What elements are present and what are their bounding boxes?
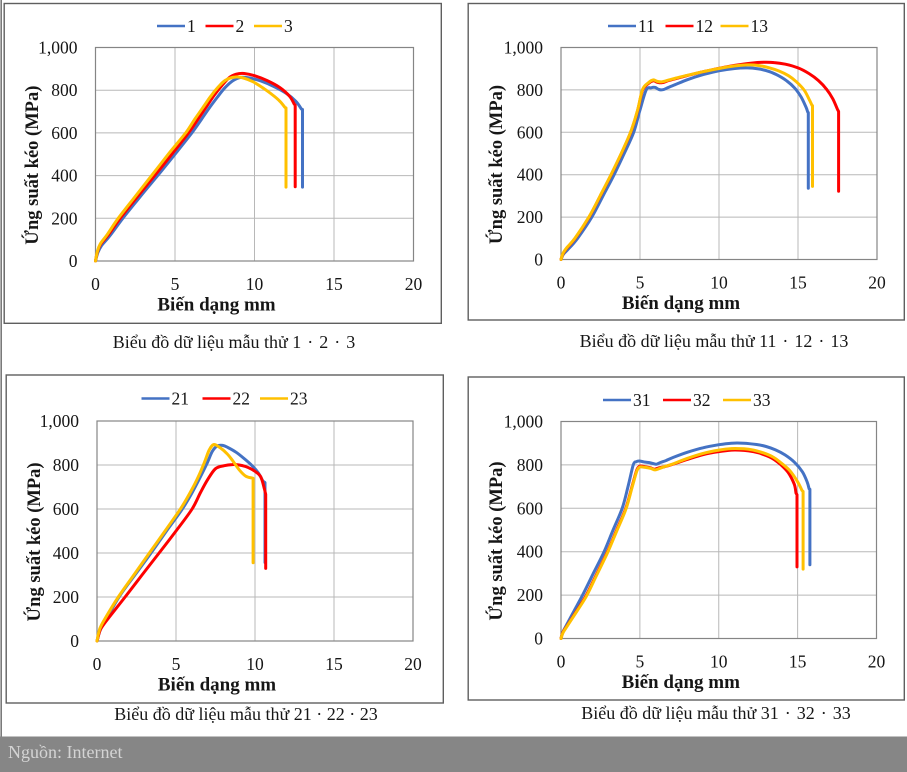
svg-text:15: 15: [789, 652, 807, 672]
svg-text:0: 0: [557, 652, 566, 672]
svg-text:Ứng suất kéo (MPa): Ứng suất kéo (MPa): [23, 462, 45, 621]
svg-text:5: 5: [636, 273, 645, 293]
svg-text:15: 15: [325, 654, 343, 674]
svg-text:10: 10: [710, 273, 728, 293]
svg-text:20: 20: [405, 274, 423, 294]
svg-text:200: 200: [517, 585, 544, 605]
svg-text:22: 22: [233, 389, 251, 409]
svg-text:Biểu đồ dữ liệu mẫu thử 1 · 2: Biểu đồ dữ liệu mẫu thử 1 · 2 · 3: [113, 332, 356, 352]
svg-text:800: 800: [51, 80, 78, 100]
svg-text:3: 3: [284, 16, 293, 36]
svg-text:200: 200: [53, 587, 80, 607]
svg-text:0: 0: [91, 274, 100, 294]
svg-text:Ứng suất kéo (MPa): Ứng suất kéo (MPa): [485, 85, 507, 244]
svg-text:32: 32: [693, 390, 711, 410]
svg-text:Biểu đồ dữ liệu mẫu thử 31 · 3: Biểu đồ dữ liệu mẫu thử 31 · 32 · 33: [581, 703, 851, 723]
svg-text:Biến dạng mm: Biến dạng mm: [158, 675, 276, 696]
svg-text:15: 15: [789, 273, 807, 293]
svg-text:13: 13: [751, 16, 769, 36]
svg-text:200: 200: [517, 207, 544, 227]
svg-text:Ứng suất kéo (MPa): Ứng suất kéo (MPa): [21, 86, 43, 245]
svg-text:11: 11: [638, 16, 655, 36]
svg-text:Biến dạng mm: Biến dạng mm: [157, 295, 275, 316]
svg-text:5: 5: [171, 274, 180, 294]
svg-text:2: 2: [236, 16, 245, 36]
svg-text:21: 21: [172, 389, 190, 409]
svg-text:31: 31: [633, 390, 651, 410]
svg-text:12: 12: [696, 16, 714, 36]
svg-text:33: 33: [753, 390, 771, 410]
svg-text:20: 20: [404, 654, 422, 674]
svg-text:600: 600: [53, 499, 80, 519]
svg-text:400: 400: [517, 542, 544, 562]
svg-text:400: 400: [53, 543, 80, 563]
svg-text:Biểu đồ dữ liệu mẫu thử 21 · 2: Biểu đồ dữ liệu mẫu thử 21 · 22 · 23: [114, 704, 377, 724]
svg-text:800: 800: [53, 455, 80, 475]
svg-text:200: 200: [51, 208, 78, 228]
svg-text:800: 800: [517, 80, 544, 100]
svg-text:600: 600: [51, 123, 78, 143]
svg-text:400: 400: [517, 165, 544, 185]
svg-text:1: 1: [187, 16, 196, 36]
svg-text:600: 600: [517, 498, 544, 518]
svg-text:20: 20: [868, 273, 886, 293]
svg-text:1,000: 1,000: [40, 411, 80, 431]
svg-text:800: 800: [517, 455, 544, 475]
svg-text:0: 0: [534, 250, 543, 270]
svg-text:10: 10: [246, 654, 264, 674]
svg-text:Ứng suất kéo (MPa): Ứng suất kéo (MPa): [485, 461, 507, 620]
svg-text:0: 0: [557, 273, 566, 293]
svg-text:Nguồn: Internet: Nguồn: Internet: [8, 742, 122, 762]
svg-text:1,000: 1,000: [504, 412, 544, 432]
svg-text:0: 0: [70, 631, 79, 651]
svg-text:Biến dạng mm: Biến dạng mm: [622, 293, 740, 314]
svg-text:10: 10: [246, 274, 264, 294]
svg-text:15: 15: [325, 274, 343, 294]
svg-text:Biến dạng mm: Biến dạng mm: [622, 672, 740, 693]
svg-text:Biểu đồ dữ liệu mẫu thử 11 · 1: Biểu đồ dữ liệu mẫu thử 11 · 12 · 13: [580, 331, 849, 351]
svg-text:0: 0: [93, 654, 102, 674]
svg-text:0: 0: [69, 251, 78, 271]
svg-text:20: 20: [868, 652, 886, 672]
svg-text:600: 600: [517, 122, 544, 142]
svg-text:5: 5: [172, 654, 181, 674]
svg-text:400: 400: [51, 166, 78, 186]
svg-text:1,000: 1,000: [38, 38, 78, 58]
svg-text:10: 10: [710, 652, 728, 672]
svg-text:23: 23: [290, 389, 308, 409]
svg-text:1,000: 1,000: [504, 38, 544, 58]
svg-text:5: 5: [636, 652, 645, 672]
svg-text:0: 0: [534, 629, 543, 649]
